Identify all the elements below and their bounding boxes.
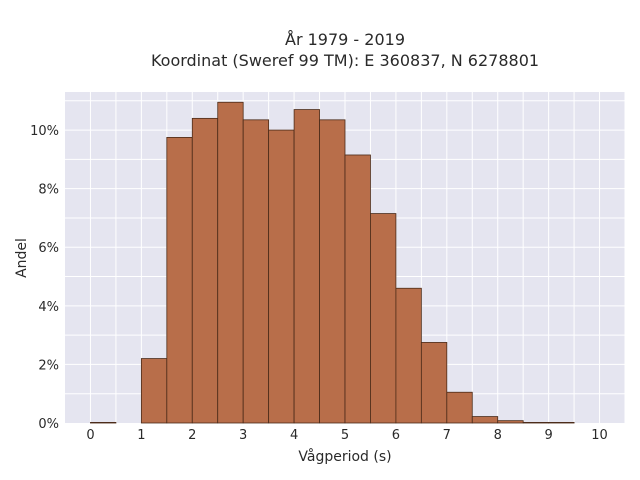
- histogram-bar: [268, 129, 295, 424]
- y-tick-label: 4%: [38, 300, 59, 315]
- y-tick-label: 10%: [30, 124, 59, 139]
- x-tick-label: 7: [443, 428, 451, 443]
- histogram-bar: [370, 213, 397, 424]
- tick-labels: 0 1 2 3 4 5 6 7 8 9 10 0% 2% 4% 6% 8% 10%: [30, 124, 608, 443]
- histogram-bar: [140, 358, 168, 424]
- x-tick-label: 6: [392, 428, 400, 443]
- histogram-bar: [166, 137, 193, 424]
- histogram-bar: [319, 119, 346, 424]
- histogram-bar: [242, 119, 270, 424]
- x-tick-label: 1: [137, 428, 145, 443]
- y-tick-label: 8%: [38, 183, 59, 198]
- x-tick-label: 3: [239, 428, 247, 443]
- histogram-bar: [191, 117, 219, 424]
- x-tick-label: 0: [86, 428, 94, 443]
- histogram-bar: [293, 109, 320, 424]
- histogram-bar: [548, 422, 575, 424]
- x-tick-label: 8: [494, 428, 502, 443]
- bars: [90, 101, 575, 424]
- chart-title-line-1: År 1979 - 2019: [285, 30, 405, 49]
- x-tick-label: 2: [188, 428, 196, 443]
- x-tick-label: 4: [290, 428, 298, 443]
- histogram-bar: [446, 391, 473, 424]
- y-tick-label: 2%: [38, 358, 59, 373]
- x-tick-label: 10: [591, 428, 608, 443]
- histogram-bar: [497, 420, 524, 424]
- y-tick-label: 0%: [38, 417, 59, 432]
- y-axis-label: Andel: [14, 238, 30, 278]
- chart-title-line-2: Koordinat (Sweref 99 TM): E 360837, N 62…: [151, 51, 539, 70]
- y-tick-label: 6%: [38, 241, 59, 256]
- x-tick-label: 9: [544, 428, 552, 443]
- x-axis-label: Vågperiod (s): [298, 448, 391, 465]
- histogram-bar: [522, 422, 550, 424]
- x-tick-label: 5: [341, 428, 349, 443]
- histogram-bar: [217, 101, 244, 424]
- histogram-bar: [90, 422, 117, 424]
- histogram-bar: [420, 342, 448, 424]
- histogram-bar: [344, 154, 371, 424]
- histogram-bar: [471, 416, 499, 424]
- histogram-bar: [395, 287, 422, 424]
